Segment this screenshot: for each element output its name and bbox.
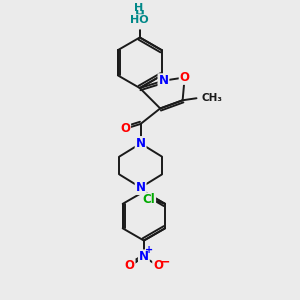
Text: O: O <box>120 122 130 135</box>
Text: H: H <box>135 9 145 22</box>
Text: Cl: Cl <box>142 193 155 206</box>
Text: O: O <box>124 259 135 272</box>
Text: N: N <box>158 74 169 87</box>
Text: HO: HO <box>130 15 149 26</box>
Text: O: O <box>153 259 163 272</box>
Text: N: N <box>136 137 146 150</box>
Text: O: O <box>180 71 190 84</box>
Text: N: N <box>136 181 146 194</box>
Text: H: H <box>134 3 144 13</box>
Text: N: N <box>139 250 149 263</box>
Text: +: + <box>145 245 153 255</box>
Text: O: O <box>135 16 145 28</box>
Text: CH₃: CH₃ <box>201 93 222 103</box>
Text: −: − <box>159 255 170 268</box>
